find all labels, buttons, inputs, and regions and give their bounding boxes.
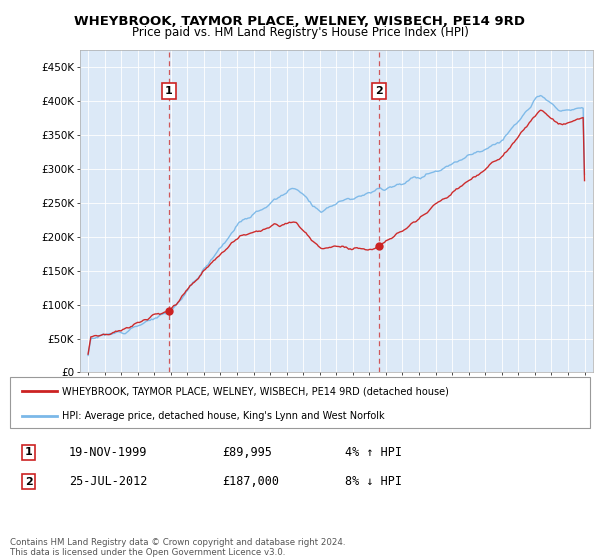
Text: 2: 2 xyxy=(375,86,383,96)
Text: WHEYBROOK, TAYMOR PLACE, WELNEY, WISBECH, PE14 9RD: WHEYBROOK, TAYMOR PLACE, WELNEY, WISBECH… xyxy=(74,15,526,28)
Text: WHEYBROOK, TAYMOR PLACE, WELNEY, WISBECH, PE14 9RD (detached house): WHEYBROOK, TAYMOR PLACE, WELNEY, WISBECH… xyxy=(62,386,449,396)
Text: 19-NOV-1999: 19-NOV-1999 xyxy=(69,446,148,459)
Text: 2: 2 xyxy=(25,477,32,487)
Text: Contains HM Land Registry data © Crown copyright and database right 2024.
This d: Contains HM Land Registry data © Crown c… xyxy=(10,538,346,557)
Text: £89,995: £89,995 xyxy=(222,446,272,459)
Text: Price paid vs. HM Land Registry's House Price Index (HPI): Price paid vs. HM Land Registry's House … xyxy=(131,26,469,39)
Text: 25-JUL-2012: 25-JUL-2012 xyxy=(69,475,148,488)
Text: 4% ↑ HPI: 4% ↑ HPI xyxy=(345,446,402,459)
Text: 8% ↓ HPI: 8% ↓ HPI xyxy=(345,475,402,488)
Text: 1: 1 xyxy=(25,447,32,458)
Text: HPI: Average price, detached house, King's Lynn and West Norfolk: HPI: Average price, detached house, King… xyxy=(62,410,385,421)
Text: 1: 1 xyxy=(165,86,173,96)
Text: £187,000: £187,000 xyxy=(222,475,279,488)
